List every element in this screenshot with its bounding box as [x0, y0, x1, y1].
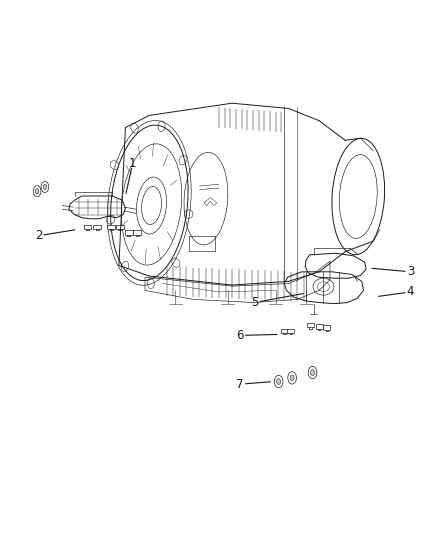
Text: 7: 7 [236, 378, 244, 391]
Ellipse shape [41, 181, 49, 192]
FancyBboxPatch shape [125, 230, 133, 235]
FancyBboxPatch shape [323, 325, 330, 329]
Text: 4: 4 [407, 286, 414, 298]
Text: 6: 6 [236, 329, 244, 342]
Text: 3: 3 [407, 265, 414, 278]
FancyBboxPatch shape [316, 324, 322, 328]
FancyBboxPatch shape [281, 329, 288, 333]
Text: 1: 1 [129, 157, 137, 169]
FancyBboxPatch shape [287, 329, 294, 333]
FancyBboxPatch shape [307, 323, 314, 327]
Ellipse shape [43, 184, 47, 190]
FancyBboxPatch shape [107, 225, 115, 229]
Ellipse shape [33, 185, 41, 197]
Ellipse shape [277, 378, 281, 384]
Ellipse shape [308, 366, 317, 379]
Text: 2: 2 [35, 229, 42, 242]
FancyBboxPatch shape [93, 225, 101, 229]
Ellipse shape [288, 372, 297, 384]
Ellipse shape [274, 375, 283, 388]
FancyBboxPatch shape [116, 225, 124, 229]
Ellipse shape [35, 189, 39, 194]
FancyBboxPatch shape [133, 230, 141, 235]
Text: 5: 5 [251, 296, 258, 309]
Ellipse shape [290, 375, 294, 381]
Ellipse shape [311, 370, 314, 375]
FancyBboxPatch shape [84, 225, 92, 229]
